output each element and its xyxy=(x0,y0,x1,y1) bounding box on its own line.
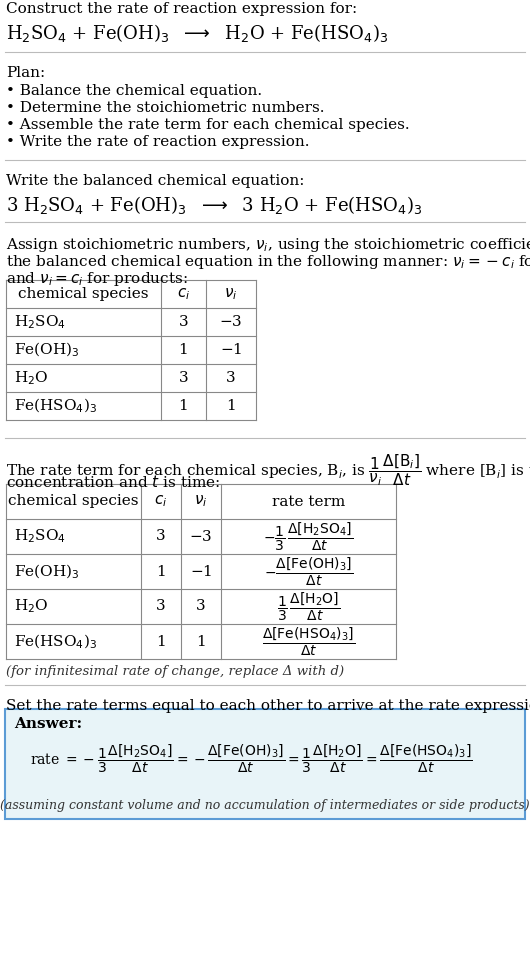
Text: (for infinitesimal rate of change, replace Δ with d): (for infinitesimal rate of change, repla… xyxy=(6,665,344,678)
Text: $\dfrac{\Delta[\mathrm{Fe(HSO_4)_3}]}{\Delta t}$: $\dfrac{\Delta[\mathrm{Fe(HSO_4)_3}]}{\D… xyxy=(262,625,355,658)
Text: H$_2$O: H$_2$O xyxy=(14,369,48,387)
Text: Fe(OH)$_3$: Fe(OH)$_3$ xyxy=(14,341,80,360)
Text: rate $= -\dfrac{1}{3}\dfrac{\Delta[\mathrm{H_2SO_4}]}{\Delta t} = -\dfrac{\Delta: rate $= -\dfrac{1}{3}\dfrac{\Delta[\math… xyxy=(30,743,473,775)
Text: concentration and $t$ is time:: concentration and $t$ is time: xyxy=(6,474,220,490)
Text: chemical species: chemical species xyxy=(8,495,139,509)
Text: The rate term for each chemical species, B$_i$, is $\dfrac{1}{\nu_i}\dfrac{\Delt: The rate term for each chemical species,… xyxy=(6,452,530,488)
Text: Fe(OH)$_3$: Fe(OH)$_3$ xyxy=(14,563,80,581)
Text: $-$3: $-$3 xyxy=(189,529,213,544)
Text: (assuming constant volume and no accumulation of intermediates or side products): (assuming constant volume and no accumul… xyxy=(0,799,530,811)
Text: 3: 3 xyxy=(179,315,188,329)
FancyBboxPatch shape xyxy=(5,709,525,819)
Text: $c_i$: $c_i$ xyxy=(154,494,167,510)
Text: $-$1: $-$1 xyxy=(190,564,212,579)
Text: $\dfrac{1}{3}\,\dfrac{\Delta[\mathrm{H_2O}]}{\Delta t}$: $\dfrac{1}{3}\,\dfrac{\Delta[\mathrm{H_2… xyxy=(277,590,340,622)
Text: Construct the rate of reaction expression for:: Construct the rate of reaction expressio… xyxy=(6,2,357,16)
Text: 1: 1 xyxy=(156,634,166,649)
Text: $\nu_i$: $\nu_i$ xyxy=(224,286,238,302)
Text: • Balance the chemical equation.: • Balance the chemical equation. xyxy=(6,84,262,98)
Text: $\nu_i$: $\nu_i$ xyxy=(195,494,208,510)
Text: H$_2$SO$_4$: H$_2$SO$_4$ xyxy=(14,314,66,331)
Text: Fe(HSO$_4$)$_3$: Fe(HSO$_4$)$_3$ xyxy=(14,632,97,651)
Text: 1: 1 xyxy=(156,564,166,578)
Text: 1: 1 xyxy=(179,399,188,413)
Text: chemical species: chemical species xyxy=(18,287,149,301)
Text: $-\dfrac{\Delta[\mathrm{Fe(OH)_3}]}{\Delta t}$: $-\dfrac{\Delta[\mathrm{Fe(OH)_3}]}{\Del… xyxy=(264,556,353,588)
Text: 3: 3 xyxy=(226,371,236,385)
Text: 3: 3 xyxy=(156,600,166,613)
Text: and $\nu_i = c_i$ for products:: and $\nu_i = c_i$ for products: xyxy=(6,270,188,288)
Text: Plan:: Plan: xyxy=(6,66,45,80)
Text: Fe(HSO$_4$)$_3$: Fe(HSO$_4$)$_3$ xyxy=(14,397,97,416)
Text: H$_2$SO$_4$ + Fe(OH)$_3$  $\longrightarrow$  H$_2$O + Fe(HSO$_4$)$_3$: H$_2$SO$_4$ + Fe(OH)$_3$ $\longrightarro… xyxy=(6,22,388,44)
Text: rate term: rate term xyxy=(272,495,345,509)
Text: Set the rate terms equal to each other to arrive at the rate expression:: Set the rate terms equal to each other t… xyxy=(6,699,530,713)
Text: 3 H$_2$SO$_4$ + Fe(OH)$_3$  $\longrightarrow$  3 H$_2$O + Fe(HSO$_4$)$_3$: 3 H$_2$SO$_4$ + Fe(OH)$_3$ $\longrightar… xyxy=(6,194,422,216)
Text: $-$1: $-$1 xyxy=(220,342,242,358)
Text: $c_i$: $c_i$ xyxy=(177,286,190,302)
Text: 1: 1 xyxy=(226,399,236,413)
Text: 3: 3 xyxy=(196,600,206,613)
Text: 1: 1 xyxy=(179,343,188,357)
Text: $-$3: $-$3 xyxy=(219,315,243,329)
Text: $-\dfrac{1}{3}\,\dfrac{\Delta[\mathrm{H_2SO_4}]}{\Delta t}$: $-\dfrac{1}{3}\,\dfrac{\Delta[\mathrm{H_… xyxy=(263,520,354,553)
Text: 3: 3 xyxy=(179,371,188,385)
Text: Assign stoichiometric numbers, $\nu_i$, using the stoichiometric coefficients, $: Assign stoichiometric numbers, $\nu_i$, … xyxy=(6,236,530,254)
Text: H$_2$O: H$_2$O xyxy=(14,598,48,615)
Text: Write the balanced chemical equation:: Write the balanced chemical equation: xyxy=(6,174,305,188)
Text: H$_2$SO$_4$: H$_2$SO$_4$ xyxy=(14,527,66,545)
Text: • Assemble the rate term for each chemical species.: • Assemble the rate term for each chemic… xyxy=(6,118,410,132)
Text: the balanced chemical equation in the following manner: $\nu_i = -c_i$ for react: the balanced chemical equation in the fo… xyxy=(6,253,530,271)
Text: • Determine the stoichiometric numbers.: • Determine the stoichiometric numbers. xyxy=(6,101,324,115)
Text: 3: 3 xyxy=(156,529,166,544)
Text: Answer:: Answer: xyxy=(14,717,82,731)
Text: • Write the rate of reaction expression.: • Write the rate of reaction expression. xyxy=(6,135,310,149)
Text: 1: 1 xyxy=(196,634,206,649)
